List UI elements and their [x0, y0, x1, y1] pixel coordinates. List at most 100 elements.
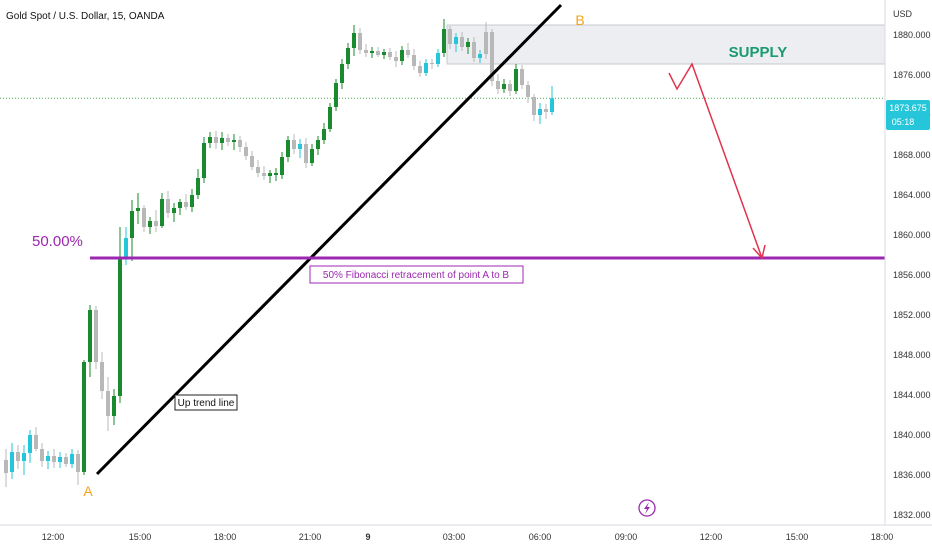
- candle-body[interactable]: [106, 391, 110, 416]
- candle-body[interactable]: [184, 202, 188, 207]
- candle-body[interactable]: [202, 143, 206, 178]
- candle-body[interactable]: [64, 457, 68, 464]
- candle-body[interactable]: [28, 435, 32, 453]
- price-axis[interactable]: [885, 0, 932, 525]
- candle-body[interactable]: [136, 208, 140, 211]
- candle-body[interactable]: [406, 50, 410, 55]
- candle-body[interactable]: [196, 178, 200, 195]
- candle-body[interactable]: [82, 362, 86, 472]
- candle-body[interactable]: [358, 33, 362, 50]
- candle-body[interactable]: [280, 157, 284, 175]
- candle-body[interactable]: [166, 199, 170, 213]
- candle-body[interactable]: [496, 81, 500, 89]
- candle-body[interactable]: [148, 221, 152, 227]
- candle-body[interactable]: [502, 84, 506, 89]
- time-tick-label: 03:00: [443, 532, 466, 542]
- candle-body[interactable]: [550, 98, 554, 112]
- candle-body[interactable]: [466, 42, 470, 47]
- candle-body[interactable]: [418, 66, 422, 73]
- candle-body[interactable]: [268, 173, 272, 176]
- candle-body[interactable]: [88, 310, 92, 362]
- time-axis[interactable]: [0, 525, 932, 550]
- candle-body[interactable]: [40, 449, 44, 461]
- candle-body[interactable]: [346, 48, 350, 64]
- candle-body[interactable]: [190, 195, 194, 207]
- candle-body[interactable]: [52, 456, 56, 462]
- candle-body[interactable]: [178, 202, 182, 208]
- candle-body[interactable]: [472, 42, 476, 58]
- candle-body[interactable]: [292, 140, 296, 149]
- candle-body[interactable]: [112, 396, 116, 416]
- supply-zone[interactable]: [446, 24, 886, 65]
- candle-body[interactable]: [46, 456, 50, 461]
- candle-body[interactable]: [382, 52, 386, 55]
- candle-body[interactable]: [256, 167, 260, 173]
- candle-body[interactable]: [310, 149, 314, 163]
- candle-body[interactable]: [478, 54, 482, 58]
- candle-body[interactable]: [118, 258, 122, 396]
- candle-body[interactable]: [322, 129, 326, 140]
- candle-body[interactable]: [388, 52, 392, 57]
- candle-body[interactable]: [232, 140, 236, 142]
- candle-body[interactable]: [436, 53, 440, 64]
- candle-body[interactable]: [400, 50, 404, 61]
- candle-body[interactable]: [226, 138, 230, 142]
- candle-body[interactable]: [364, 50, 368, 53]
- candle-body[interactable]: [262, 173, 266, 176]
- candle-body[interactable]: [316, 140, 320, 149]
- candle-body[interactable]: [286, 140, 290, 157]
- candle-body[interactable]: [514, 69, 518, 91]
- candle-body[interactable]: [100, 362, 104, 391]
- candle-body[interactable]: [238, 140, 242, 147]
- candle-body[interactable]: [340, 64, 344, 83]
- candle-body[interactable]: [412, 55, 416, 66]
- candle-body[interactable]: [208, 137, 212, 143]
- projected-path-arrow[interactable]: [668, 62, 763, 259]
- candle-body[interactable]: [298, 144, 302, 149]
- candle-body[interactable]: [484, 32, 488, 54]
- candle-body[interactable]: [220, 138, 224, 143]
- candle-body[interactable]: [142, 208, 146, 227]
- candle-body[interactable]: [250, 156, 254, 167]
- candle-body[interactable]: [94, 310, 98, 362]
- candle-body[interactable]: [130, 211, 134, 238]
- candle-body[interactable]: [544, 109, 548, 112]
- candle-body[interactable]: [394, 57, 398, 61]
- candle-body[interactable]: [454, 37, 458, 44]
- candle-body[interactable]: [448, 29, 452, 44]
- up-trend-line[interactable]: [95, 3, 563, 476]
- candle-body[interactable]: [352, 33, 356, 48]
- candle-body[interactable]: [172, 208, 176, 213]
- candle-body[interactable]: [214, 137, 218, 143]
- candle-body[interactable]: [160, 199, 164, 226]
- candle-body[interactable]: [424, 63, 428, 73]
- candle-body[interactable]: [58, 457, 62, 462]
- candle-body[interactable]: [244, 147, 248, 156]
- candle-body[interactable]: [4, 460, 8, 473]
- candle-body[interactable]: [328, 107, 332, 129]
- candle-body[interactable]: [442, 29, 446, 53]
- candle-body[interactable]: [532, 97, 536, 115]
- candle-body[interactable]: [334, 83, 338, 107]
- candle-body[interactable]: [538, 109, 542, 115]
- candle-body[interactable]: [430, 63, 434, 64]
- candle-body[interactable]: [22, 453, 26, 461]
- candle-body[interactable]: [154, 221, 158, 226]
- candle-body[interactable]: [274, 173, 278, 175]
- candle-body[interactable]: [34, 435, 38, 449]
- candle-body[interactable]: [70, 454, 74, 464]
- candle-body[interactable]: [520, 69, 524, 85]
- time-tick-label: 9: [365, 532, 370, 542]
- candle-body[interactable]: [376, 51, 380, 55]
- candle-body[interactable]: [460, 37, 464, 47]
- candle-body[interactable]: [16, 452, 20, 461]
- candle-body[interactable]: [508, 84, 512, 91]
- candle-body[interactable]: [10, 452, 14, 472]
- candle-body[interactable]: [526, 85, 530, 97]
- candle-body[interactable]: [304, 144, 308, 163]
- candle-body[interactable]: [490, 32, 494, 81]
- candle-body[interactable]: [124, 238, 128, 258]
- candle-body[interactable]: [370, 51, 374, 53]
- candle-body[interactable]: [76, 454, 80, 472]
